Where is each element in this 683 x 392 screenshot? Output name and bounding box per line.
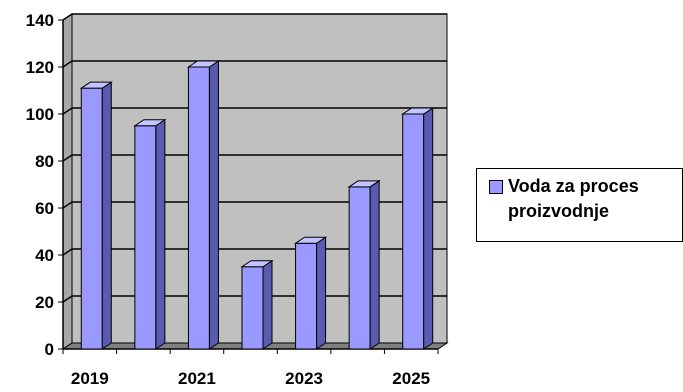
y-tick-label: 140 [26,11,54,30]
bar-front [187,66,210,350]
bar-side [155,118,166,350]
y-axis-labels: 0 20 40 60 80 100 120 140 [26,11,54,359]
gridline [62,107,447,115]
bar-front [134,125,157,350]
bar-side [316,236,327,350]
bar [79,81,113,350]
bar [186,60,221,350]
bar-front [348,186,371,350]
bar [240,259,274,350]
bar-top [347,180,381,188]
x-tick-label: 2021 [178,369,216,388]
bar-top [133,119,167,127]
gridline [62,13,447,21]
y-tick-label: 120 [26,58,54,77]
bar-top [79,81,113,89]
x-tick-label: 2019 [71,369,109,388]
bar [293,236,328,350]
x-tick-label: 2025 [392,369,430,388]
legend-swatch [489,180,503,194]
bar-top [186,60,221,68]
legend: Voda za proces proizvodnje [476,168,683,242]
bar-side [369,179,380,350]
bar-side [101,81,112,350]
bar-front [80,87,103,350]
legend-series-name: Voda za proces proizvodnje [508,176,639,221]
bar-front [402,113,425,350]
y-tick-label: 0 [45,340,54,359]
bar-side [423,107,434,350]
y-tick-label: 100 [26,105,54,124]
y-tick-label: 60 [35,199,54,218]
gridline [62,60,447,68]
bar-top [293,236,328,244]
bar-top [240,260,274,268]
bar-side [208,60,219,350]
y-tick-label: 40 [35,246,54,265]
gridline [62,154,447,162]
x-axis-labels: 2019 2021 2023 2025 [71,369,430,388]
bar-top [401,107,435,115]
y-tick-label: 80 [35,152,54,171]
bar [347,179,381,350]
x-tick-label: 2023 [285,369,323,388]
bar-front [295,242,318,350]
bar-side [262,259,273,350]
bar [401,107,435,350]
bars [79,60,435,350]
gridline [62,201,447,209]
bar-front [241,266,264,350]
y-tick-label: 20 [35,293,54,312]
bar [133,118,167,350]
